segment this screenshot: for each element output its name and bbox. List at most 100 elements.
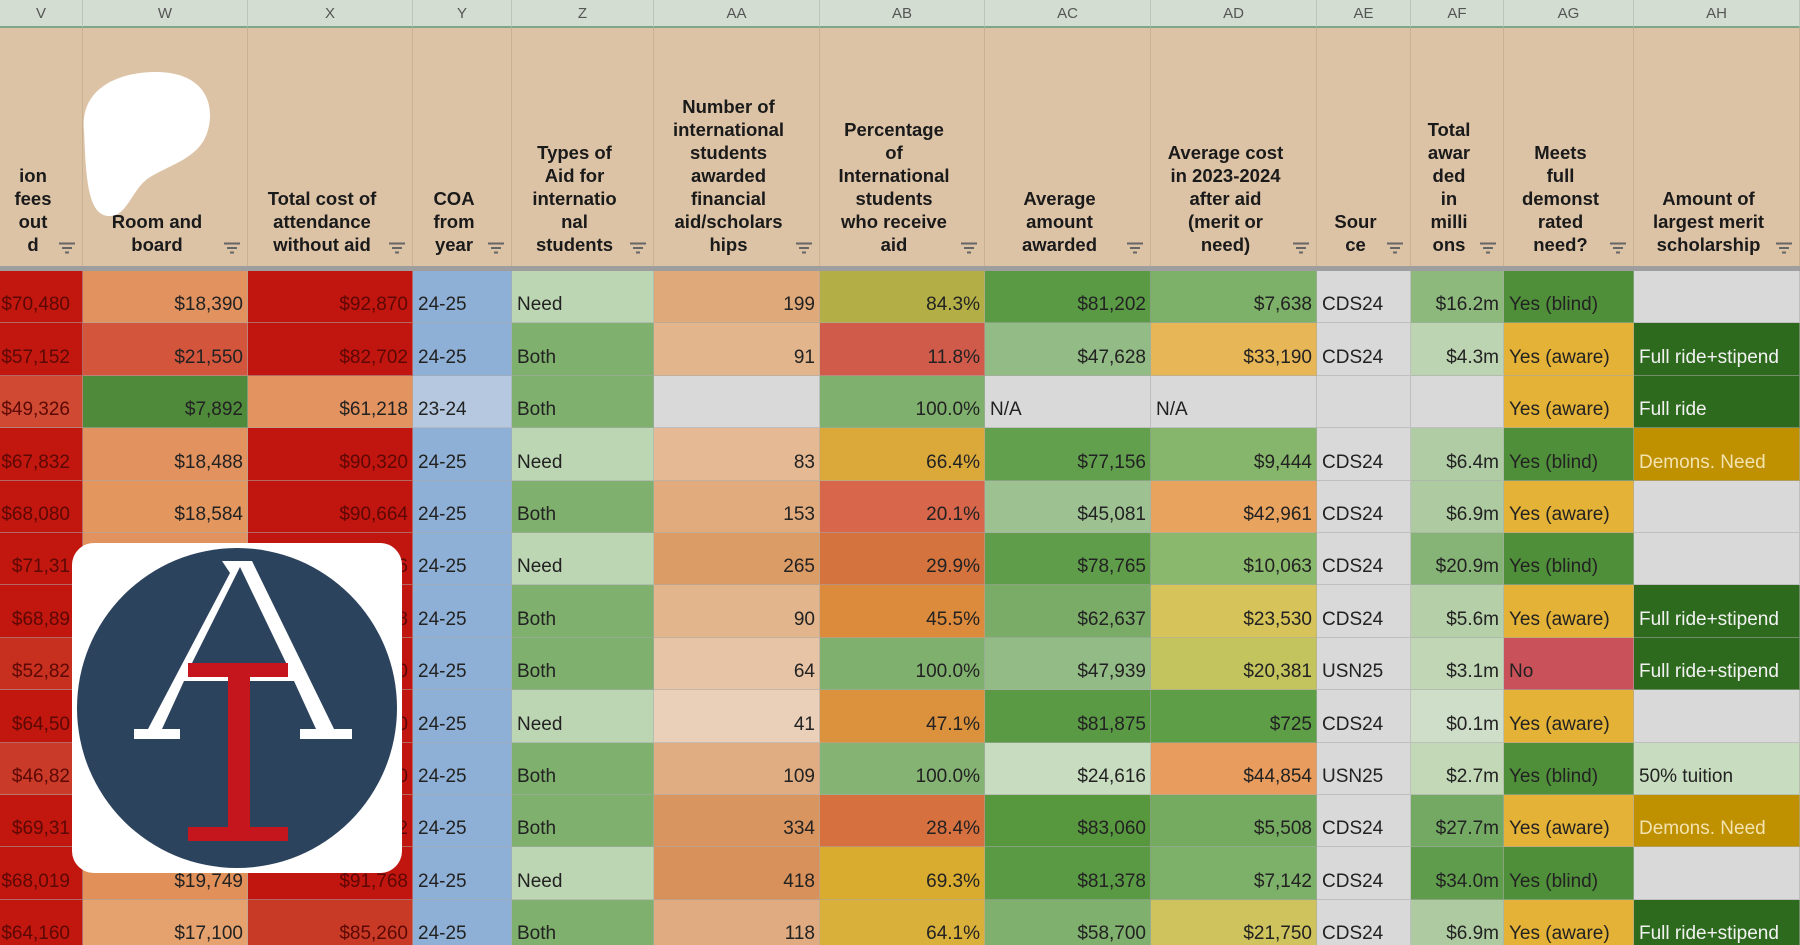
cell: Need bbox=[512, 271, 654, 324]
cell: 24-25 bbox=[413, 585, 512, 638]
cell: 41 bbox=[654, 690, 820, 743]
column-letter: AF bbox=[1411, 0, 1504, 28]
cell: 100.0% bbox=[820, 637, 985, 691]
header-line: ons bbox=[1432, 234, 1466, 255]
cell: 24-25 bbox=[413, 690, 512, 743]
column-letter: AG bbox=[1504, 0, 1634, 28]
header-line: without aid bbox=[273, 234, 371, 255]
header-line: (merit or bbox=[1187, 211, 1264, 232]
cell: CDS24 bbox=[1317, 480, 1411, 533]
header-line: after aid bbox=[1189, 188, 1262, 209]
cell: Yes (aware) bbox=[1504, 480, 1634, 533]
cell: Full ride+stipend bbox=[1634, 585, 1800, 638]
column-letter: AC bbox=[985, 0, 1151, 28]
cell: $16.2m bbox=[1411, 271, 1504, 324]
header-line: international bbox=[672, 119, 784, 140]
header-line: fees bbox=[14, 188, 52, 209]
cell: CDS24 bbox=[1317, 585, 1411, 638]
cell: Demons. Need bbox=[1634, 795, 1800, 848]
cell: $7,142 bbox=[1151, 847, 1317, 900]
header-line: internatio bbox=[532, 188, 617, 209]
cell: 153 bbox=[654, 480, 820, 533]
header-line: full bbox=[1546, 165, 1575, 186]
column-letter: Z bbox=[512, 0, 654, 28]
cell: 24-25 bbox=[413, 742, 512, 795]
filter-icon bbox=[1127, 242, 1143, 254]
cell: $81,875 bbox=[985, 690, 1151, 743]
cell: $20,381 bbox=[1151, 637, 1317, 691]
cell: 24-25 bbox=[413, 795, 512, 848]
column-header: Sour ce bbox=[1317, 28, 1411, 266]
column-header: Total cost of attendance without aid bbox=[248, 28, 413, 266]
column-header: Average amount awarded bbox=[985, 28, 1151, 266]
cell: 64.1% bbox=[820, 899, 985, 945]
cell: $68,080 bbox=[0, 480, 83, 533]
cell: Both bbox=[512, 795, 654, 848]
header-line: students bbox=[855, 188, 933, 209]
cell: $21,750 bbox=[1151, 899, 1317, 945]
cell: $68,019 bbox=[0, 847, 83, 900]
column-header: Percentage of International students who rec… bbox=[820, 28, 985, 266]
cell: Yes (aware) bbox=[1504, 690, 1634, 743]
cell: 24-25 bbox=[413, 899, 512, 945]
cell: $45,081 bbox=[985, 480, 1151, 533]
cell: 29.9% bbox=[820, 533, 985, 586]
cell: $81,202 bbox=[985, 271, 1151, 324]
cell: $92,870 bbox=[248, 271, 413, 324]
cell: Both bbox=[512, 637, 654, 691]
header-line: ce bbox=[1345, 234, 1366, 255]
header-line: Meets bbox=[1534, 142, 1587, 163]
cell: 90 bbox=[654, 585, 820, 638]
cell: 24-25 bbox=[413, 533, 512, 586]
cell: Yes (blind) bbox=[1504, 533, 1634, 586]
cell: $69,31 bbox=[0, 795, 83, 848]
cell: 265 bbox=[654, 533, 820, 586]
cell: $17,100 bbox=[83, 899, 248, 945]
cell: CDS24 bbox=[1317, 271, 1411, 324]
cell: 64 bbox=[654, 637, 820, 691]
cell bbox=[1634, 480, 1800, 533]
header-line: Types of bbox=[537, 142, 612, 163]
filter-icon bbox=[961, 242, 977, 254]
cell: N/A bbox=[1151, 375, 1317, 429]
column-letter: X bbox=[248, 0, 413, 28]
cell: 24-25 bbox=[413, 323, 512, 376]
header-line: year bbox=[434, 234, 474, 255]
cell: $18,488 bbox=[83, 428, 248, 481]
cell: 91 bbox=[654, 323, 820, 376]
cell: Yes (aware) bbox=[1504, 375, 1634, 429]
filter-icon bbox=[1387, 242, 1403, 254]
cell: $7,638 bbox=[1151, 271, 1317, 324]
header-line: nal bbox=[561, 211, 588, 232]
logo-i-bottom bbox=[188, 827, 288, 841]
cell: $44,854 bbox=[1151, 742, 1317, 795]
cell: Yes (blind) bbox=[1504, 742, 1634, 795]
filter-icon bbox=[796, 242, 812, 254]
cell: $6.9m bbox=[1411, 899, 1504, 945]
header-line: Aid for bbox=[544, 165, 605, 186]
cell: $4.3m bbox=[1411, 323, 1504, 376]
header-line: from bbox=[433, 211, 475, 232]
column-letter: AD bbox=[1151, 0, 1317, 28]
cell bbox=[1634, 847, 1800, 900]
cell: 24-25 bbox=[413, 271, 512, 324]
cell: $68,89 bbox=[0, 585, 83, 638]
cell: $18,390 bbox=[83, 271, 248, 324]
cell: $21,550 bbox=[83, 323, 248, 376]
cell: 100.0% bbox=[820, 742, 985, 795]
cell: $62,637 bbox=[985, 585, 1151, 638]
cell: $78,765 bbox=[985, 533, 1151, 586]
column-header: Meets full demonst rated need? bbox=[1504, 28, 1634, 266]
cell: 84.3% bbox=[820, 271, 985, 324]
cell: 83 bbox=[654, 428, 820, 481]
column-header: Average cost in 2023-2024 after aid (merit … bbox=[1151, 28, 1317, 266]
cell: $70,480 bbox=[0, 271, 83, 324]
cell: $10,063 bbox=[1151, 533, 1317, 586]
cell: Yes (aware) bbox=[1504, 323, 1634, 376]
filter-icon bbox=[488, 242, 504, 254]
cell: CDS24 bbox=[1317, 428, 1411, 481]
filter-icon bbox=[1293, 242, 1309, 254]
cell: CDS24 bbox=[1317, 323, 1411, 376]
column-header: Amount of largest merit scholarship bbox=[1634, 28, 1800, 266]
blob-logo bbox=[83, 72, 211, 217]
